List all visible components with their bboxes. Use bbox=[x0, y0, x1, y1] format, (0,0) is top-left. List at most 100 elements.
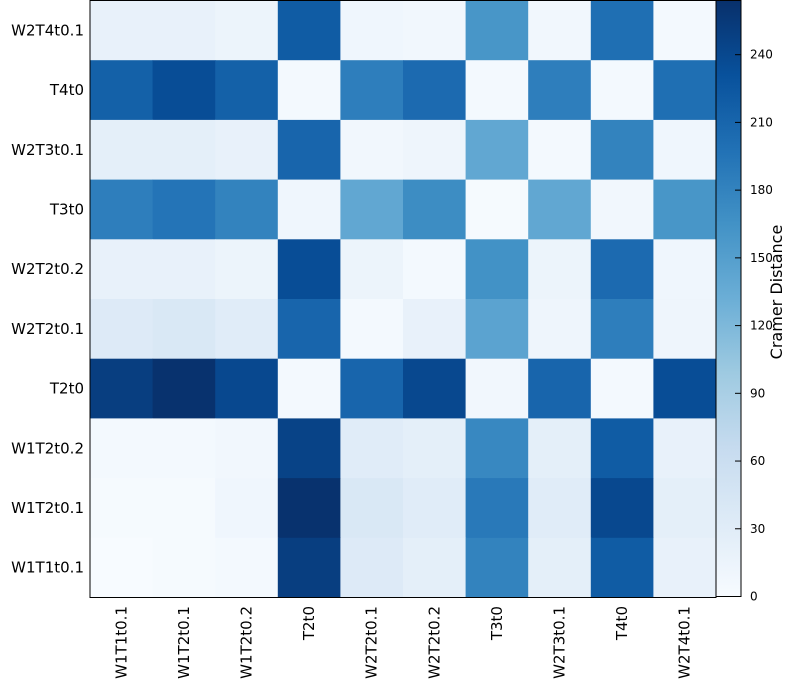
heatmap-cell bbox=[340, 239, 404, 300]
heatmap-cell bbox=[465, 478, 529, 539]
colorbar-tick-label: 120 bbox=[750, 319, 773, 333]
heatmap-cell bbox=[590, 179, 654, 240]
heatmap-cell bbox=[340, 299, 404, 360]
colorbar-tick-label: 0 bbox=[750, 590, 758, 604]
heatmap-cell bbox=[403, 478, 467, 539]
heatmap-cell bbox=[90, 239, 154, 300]
heatmap-cell bbox=[90, 478, 154, 539]
colorbar bbox=[715, 0, 742, 597]
heatmap-cell bbox=[215, 179, 279, 240]
y-tick-label: T3t0 bbox=[49, 200, 84, 218]
heatmap-cell bbox=[277, 478, 341, 539]
heatmap-cell bbox=[403, 0, 467, 61]
heatmap-cell bbox=[152, 537, 216, 598]
colorbar-tick-label: 90 bbox=[750, 386, 765, 400]
heatmap-cell bbox=[465, 537, 529, 598]
heatmap-cell bbox=[277, 0, 341, 61]
heatmap-cell bbox=[90, 119, 154, 181]
x-tick-label: W2T4t0.1 bbox=[676, 606, 694, 679]
heatmap-cell bbox=[152, 119, 216, 181]
heatmap-cell bbox=[403, 239, 467, 300]
heatmap-cell bbox=[465, 60, 529, 121]
y-tick-label: W2T2t0.2 bbox=[11, 260, 84, 278]
heatmap-cell bbox=[215, 537, 279, 598]
heatmap-cell bbox=[653, 119, 717, 181]
heatmap-cell bbox=[528, 179, 592, 240]
heatmap-cell bbox=[590, 358, 654, 419]
heatmap-cell bbox=[465, 0, 529, 61]
y-tick-label: W1T2t0.2 bbox=[11, 439, 84, 457]
heatmap-cell bbox=[653, 299, 717, 360]
heatmap-cell bbox=[340, 418, 404, 479]
heatmap-cell bbox=[653, 239, 717, 300]
heatmap-cell bbox=[653, 0, 717, 61]
colorbar-tick-label: 240 bbox=[750, 48, 773, 62]
y-tick-label: T2t0 bbox=[49, 380, 84, 398]
heatmap-cell bbox=[403, 179, 467, 240]
heatmap-cell bbox=[403, 60, 467, 121]
heatmap-cell bbox=[403, 299, 467, 360]
heatmap-cell bbox=[277, 179, 341, 240]
heatmap-cell bbox=[340, 119, 404, 181]
heatmap-cell bbox=[465, 239, 529, 300]
heatmap-cell bbox=[465, 179, 529, 240]
y-tick-label: W2T4t0.1 bbox=[11, 21, 84, 39]
heatmap-cell bbox=[277, 299, 341, 360]
heatmap-cell bbox=[403, 537, 467, 598]
heatmap-cell bbox=[528, 0, 592, 61]
heatmap-cell bbox=[653, 60, 717, 121]
heatmap-cell bbox=[590, 537, 654, 598]
heatmap-cell bbox=[340, 537, 404, 598]
heatmap-cell bbox=[465, 418, 529, 479]
heatmap-cell bbox=[277, 60, 341, 121]
heatmap-cell bbox=[403, 119, 467, 181]
heatmap-cell bbox=[590, 0, 654, 61]
y-tick-label: W1T2t0.1 bbox=[11, 499, 84, 517]
heatmap-cell bbox=[653, 179, 717, 240]
heatmap-cell bbox=[277, 119, 341, 181]
heatmap-cell bbox=[340, 478, 404, 539]
heatmap-cell bbox=[590, 478, 654, 539]
heatmap-cell bbox=[340, 60, 404, 121]
heatmap-cell bbox=[152, 179, 216, 240]
heatmap-cell bbox=[277, 358, 341, 419]
heatmap-cell bbox=[528, 418, 592, 479]
heatmap-cell bbox=[277, 239, 341, 300]
heatmap-cell bbox=[340, 0, 404, 61]
heatmap-cell bbox=[90, 60, 154, 121]
x-tick-label: W2T2t0.2 bbox=[425, 606, 443, 679]
heatmap-cell bbox=[403, 418, 467, 479]
heatmap-cell bbox=[403, 358, 467, 419]
heatmap-cell bbox=[465, 358, 529, 419]
heatmap-cell bbox=[152, 239, 216, 300]
colorbar-tick-label: 180 bbox=[750, 183, 773, 197]
x-tick-label: W1T1t0.1 bbox=[112, 606, 130, 679]
heatmap-cell bbox=[653, 478, 717, 539]
colorbar-tick-label: 30 bbox=[750, 522, 765, 536]
heatmap-cell bbox=[590, 299, 654, 360]
heatmap-cell bbox=[590, 119, 654, 181]
heatmap-cell bbox=[528, 299, 592, 360]
x-tick-label: W2T3t0.1 bbox=[551, 606, 569, 679]
heatmap-cell bbox=[277, 537, 341, 598]
x-tick-label: T2t0 bbox=[300, 606, 318, 641]
heatmap-cell bbox=[528, 358, 592, 419]
y-tick-label: T4t0 bbox=[49, 81, 84, 99]
x-tick-label: W2T2t0.1 bbox=[363, 606, 381, 679]
colorbar-tick-label: 150 bbox=[750, 251, 773, 265]
heatmap-cell bbox=[90, 358, 154, 419]
heatmap-cell bbox=[465, 119, 529, 181]
colorbar-tick-label: 60 bbox=[750, 454, 765, 468]
heatmap-cell bbox=[528, 239, 592, 300]
heatmap-cell bbox=[215, 239, 279, 300]
heatmap-cell bbox=[152, 418, 216, 479]
x-tick-label: W1T2t0.1 bbox=[175, 606, 193, 679]
heatmap-cell bbox=[465, 299, 529, 360]
heatmap-cell bbox=[215, 119, 279, 181]
colorbar-tick-label: 210 bbox=[750, 115, 773, 129]
heatmap-cell bbox=[215, 299, 279, 360]
heatmap-cell bbox=[277, 418, 341, 479]
heatmap-cell bbox=[152, 0, 216, 61]
heatmap-cell bbox=[590, 418, 654, 479]
